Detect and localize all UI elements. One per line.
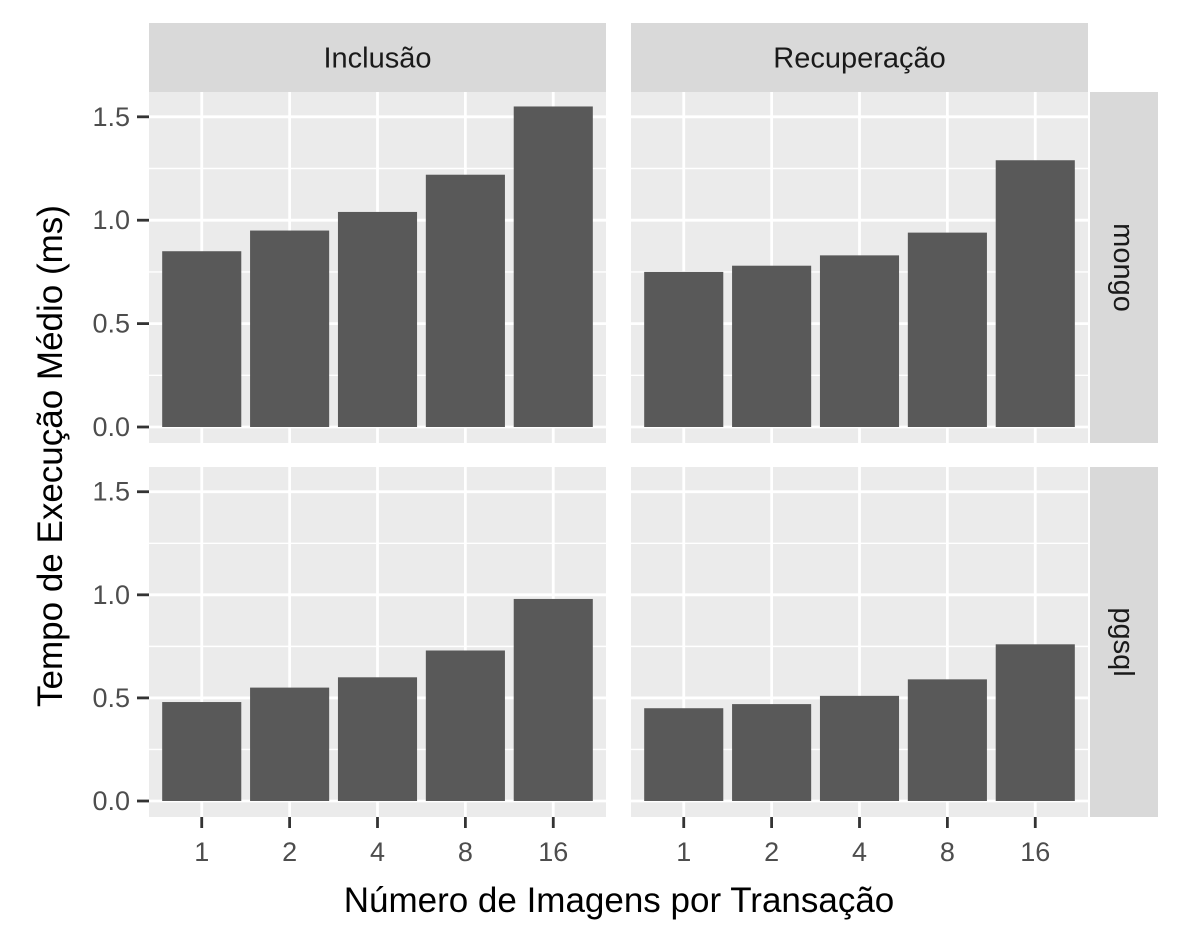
bar-16 xyxy=(513,106,593,427)
x-tick-label: 2 xyxy=(282,837,297,867)
y-tick-label: 1.5 xyxy=(92,102,130,132)
bar-2 xyxy=(732,265,812,427)
x-axes: 1 2 4 8 16 1 2 4 8 16 xyxy=(194,817,1050,867)
y-tick-label: 1.0 xyxy=(92,580,130,610)
bar-1 xyxy=(162,702,242,801)
column-strip: Inclusão xyxy=(149,23,606,92)
y-tick-label: 0.0 xyxy=(92,412,130,442)
x-tick-label: 16 xyxy=(538,837,568,867)
bar-2 xyxy=(250,687,330,801)
bar-8 xyxy=(425,174,505,427)
facet-strips: Inclusão Recuperação mongo pgsql xyxy=(149,23,1158,817)
bar-4 xyxy=(819,695,900,801)
x-tick-label: 16 xyxy=(1020,837,1050,867)
y-tick-label: 0.0 xyxy=(92,786,130,816)
bar-1 xyxy=(644,271,724,427)
y-tick-label: 0.5 xyxy=(92,309,130,339)
x-axis: 1 2 4 8 16 xyxy=(676,817,1050,867)
x-tick-label: 8 xyxy=(458,837,473,867)
bar-4 xyxy=(337,211,418,427)
row-strip-label: mongo xyxy=(1107,223,1139,312)
bar-16 xyxy=(513,598,593,801)
bar-1 xyxy=(644,708,724,801)
y-axis: 0.0 0.5 1.0 1.5 xyxy=(92,102,149,442)
x-tick-label: 4 xyxy=(852,837,867,867)
bar-8 xyxy=(907,679,987,801)
y-tick-label: 1.5 xyxy=(92,477,130,507)
x-tick-label: 1 xyxy=(676,837,691,867)
column-strip-label: Recuperação xyxy=(773,43,946,75)
x-tick-label: 8 xyxy=(940,837,955,867)
panels xyxy=(149,92,1088,817)
column-strip: Recuperação xyxy=(631,23,1088,92)
x-axis-title: Número de Imagens por Transação xyxy=(344,881,895,920)
bar-1 xyxy=(162,251,242,427)
panel-Recuperação-mongo xyxy=(631,92,1088,443)
x-axis: 1 2 4 8 16 xyxy=(194,817,568,867)
x-tick-label: 2 xyxy=(764,837,779,867)
bar-16 xyxy=(995,160,1075,428)
column-strip-background xyxy=(149,23,606,92)
y-tick-label: 0.5 xyxy=(92,683,130,713)
y-axis-title: Tempo de Execução Médio (ms) xyxy=(31,205,70,707)
column-strip-label: Inclusão xyxy=(323,43,431,75)
column-strip-background xyxy=(631,23,1088,92)
row-strip: mongo xyxy=(1090,92,1158,443)
x-tick-label: 4 xyxy=(370,837,385,867)
panel-Recuperação-pgsql xyxy=(631,467,1088,817)
bar-2 xyxy=(250,230,330,427)
row-strip-background xyxy=(1090,467,1158,817)
row-strip-background xyxy=(1090,92,1158,443)
row-strip: pgsql xyxy=(1090,467,1158,817)
bar-8 xyxy=(907,232,987,427)
panel-Inclusão-mongo xyxy=(149,92,606,443)
row-strip-label: pgsql xyxy=(1107,607,1139,676)
bar-2 xyxy=(732,704,812,801)
bar-16 xyxy=(995,644,1075,801)
bar-4 xyxy=(337,677,418,801)
x-tick-label: 1 xyxy=(194,837,209,867)
y-tick-label: 1.0 xyxy=(92,205,130,235)
y-axis: 0.0 0.5 1.0 1.5 xyxy=(92,477,149,816)
panel-Inclusão-pgsql xyxy=(149,467,606,817)
bar-4 xyxy=(819,255,900,427)
y-axes: 0.0 0.5 1.0 1.5 0.0 0.5 1.0 1.5 xyxy=(92,102,149,816)
bar-8 xyxy=(425,650,505,801)
